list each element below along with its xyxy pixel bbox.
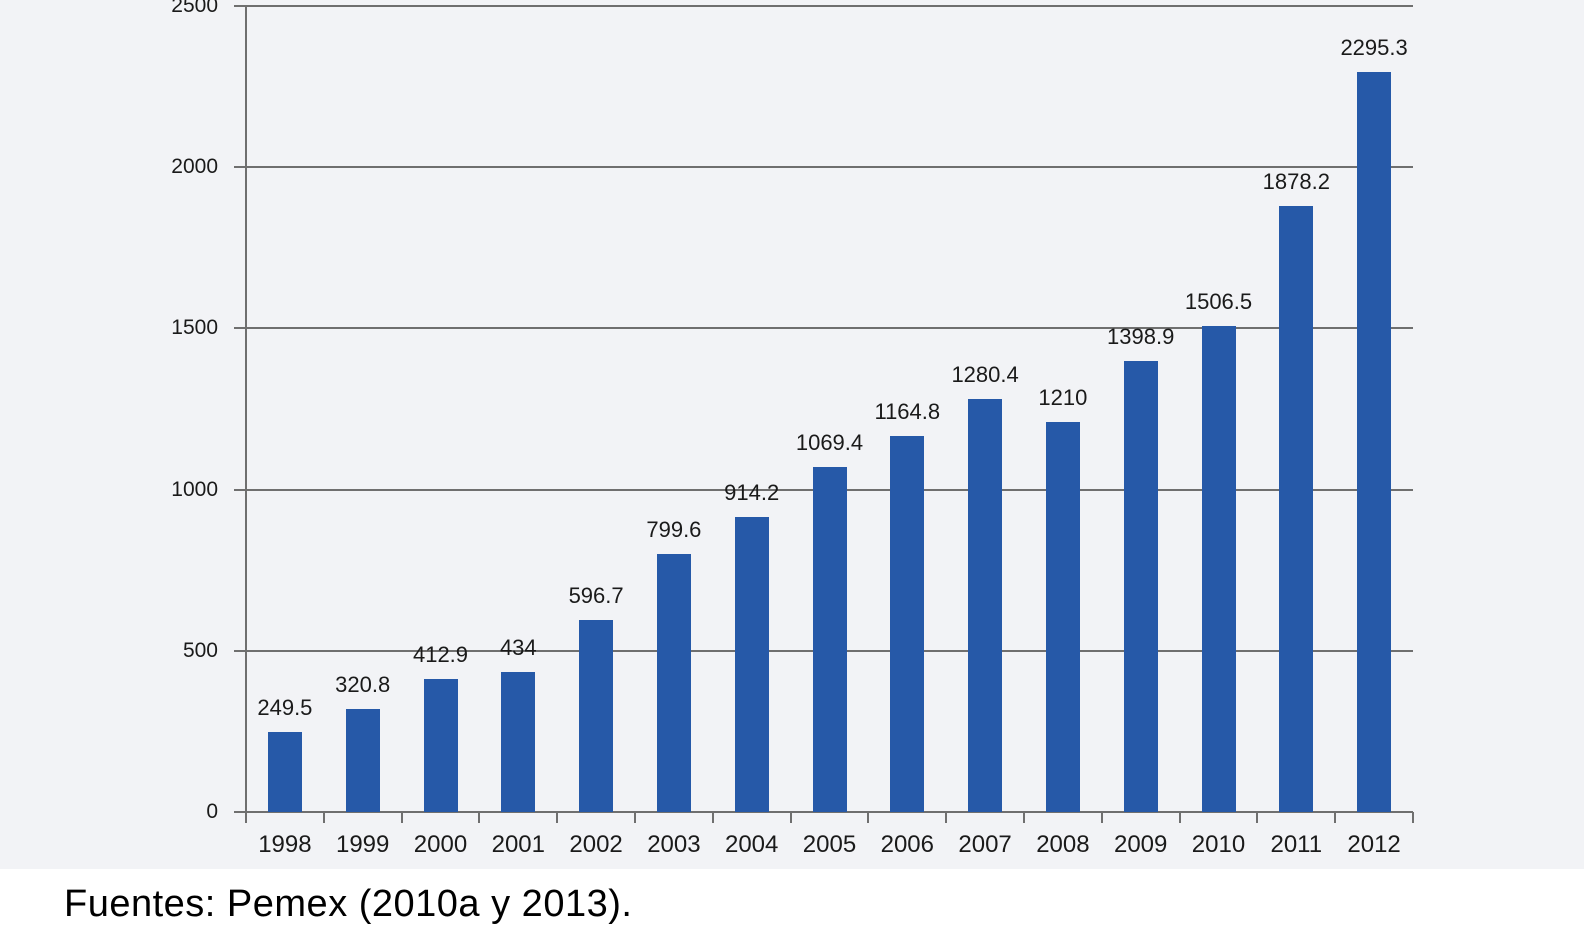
bar-2009 bbox=[1123, 360, 1158, 812]
y-axis-tick-label-1500: 1500 bbox=[171, 316, 218, 340]
y-axis-tick-label-0: 0 bbox=[206, 800, 218, 823]
bar-chart: 0 500 1000 1500 2000 2500 249.5 1998 320.8 1999 41… bbox=[0, 0, 1584, 869]
gridline-2500 bbox=[246, 5, 1413, 7]
bar-2006 bbox=[890, 436, 925, 812]
x-axis-label-1998: 1998 bbox=[258, 831, 312, 858]
y-axis-tick-2000 bbox=[234, 166, 246, 169]
gridline-1500 bbox=[246, 327, 1413, 330]
gridline-0 bbox=[246, 811, 1413, 813]
gridline-2000 bbox=[246, 166, 1413, 169]
y-axis-tick-500 bbox=[234, 649, 246, 652]
x-axis-label-2005: 2005 bbox=[802, 831, 857, 858]
value-label-2010: 1506.5 bbox=[1184, 289, 1253, 315]
x-axis-tick bbox=[1023, 812, 1025, 823]
x-axis-label-2001: 2001 bbox=[491, 831, 545, 858]
x-axis-label-2006: 2006 bbox=[880, 831, 934, 858]
bar-2007 bbox=[968, 399, 1003, 812]
y-axis-tick-0 bbox=[234, 811, 246, 813]
x-axis-tick bbox=[1178, 812, 1181, 823]
x-axis-label-2000: 2000 bbox=[413, 831, 468, 858]
x-axis-tick bbox=[1334, 812, 1337, 823]
value-label-2012: 2295.3 bbox=[1340, 34, 1408, 60]
x-axis-tick bbox=[556, 812, 559, 823]
value-label-2004: 914.2 bbox=[724, 480, 780, 506]
y-axis-tick-2500 bbox=[234, 5, 246, 7]
bar-2008 bbox=[1045, 421, 1080, 812]
x-axis-tick bbox=[867, 812, 870, 823]
x-axis-label-2004: 2004 bbox=[724, 831, 779, 858]
x-axis-tick bbox=[789, 812, 792, 823]
value-label-2005: 1069.4 bbox=[795, 430, 864, 456]
bar-2005 bbox=[812, 467, 847, 812]
bar-2001 bbox=[501, 672, 536, 812]
x-axis-tick bbox=[322, 812, 325, 823]
value-label-2006: 1164.8 bbox=[874, 399, 941, 425]
x-axis-tick bbox=[1100, 812, 1103, 823]
y-axis-tick-label-1000: 1000 bbox=[171, 477, 218, 501]
bar-2000 bbox=[423, 678, 458, 812]
x-axis-tick bbox=[1256, 812, 1259, 823]
value-label-2007: 1280.4 bbox=[951, 362, 1019, 388]
x-axis-label-2003: 2003 bbox=[647, 831, 701, 858]
x-axis-label-2009: 2009 bbox=[1113, 831, 1168, 858]
y-axis-tick-label-2500: 2500 bbox=[171, 0, 218, 17]
bar-2012 bbox=[1357, 71, 1392, 812]
value-label-2000: 412.9 bbox=[412, 641, 469, 667]
x-axis-label-2012: 2012 bbox=[1347, 831, 1401, 858]
x-axis-tick bbox=[478, 812, 481, 823]
value-label-2002: 596.7 bbox=[568, 582, 624, 608]
value-label-2003: 799.6 bbox=[646, 517, 702, 543]
bar-2010 bbox=[1201, 326, 1236, 812]
y-axis-tick-label-500: 500 bbox=[182, 638, 218, 662]
x-axis-label-2011: 2011 bbox=[1270, 831, 1323, 858]
value-label-1999: 320.8 bbox=[335, 671, 391, 697]
x-axis-tick bbox=[634, 812, 636, 823]
value-label-2011: 1878.2 bbox=[1262, 169, 1330, 195]
x-axis-tick bbox=[245, 812, 247, 823]
value-label-2008: 1210 bbox=[1038, 384, 1088, 410]
value-label-1998: 249.5 bbox=[257, 694, 313, 720]
source-note: Fuentes: Pemex (2010a y 2013). bbox=[64, 883, 633, 925]
bar-1998 bbox=[267, 731, 302, 812]
x-axis-tick bbox=[400, 812, 403, 823]
bar-2004 bbox=[734, 517, 769, 812]
x-axis-tick bbox=[1412, 812, 1414, 823]
y-axis-line bbox=[245, 6, 247, 823]
y-axis-tick-label-2000: 2000 bbox=[171, 155, 218, 179]
x-axis-label-1999: 1999 bbox=[335, 831, 390, 858]
bar-2003 bbox=[656, 554, 691, 812]
x-axis-tick bbox=[945, 812, 948, 823]
bar-2011 bbox=[1279, 206, 1314, 812]
x-axis-label-2008: 2008 bbox=[1036, 831, 1090, 858]
x-axis-tick bbox=[711, 812, 714, 823]
x-axis-label-2002: 2002 bbox=[569, 831, 623, 858]
x-axis-label-2007: 2007 bbox=[958, 831, 1012, 858]
x-axis-label-2010: 2010 bbox=[1191, 831, 1246, 858]
value-label-2009: 1398.9 bbox=[1107, 323, 1175, 349]
y-axis-tick-1000 bbox=[234, 488, 246, 491]
value-label-2001: 434 bbox=[499, 635, 537, 661]
bar-2002 bbox=[579, 619, 614, 812]
bar-1999 bbox=[345, 708, 380, 812]
y-axis-tick-1500 bbox=[234, 327, 246, 330]
